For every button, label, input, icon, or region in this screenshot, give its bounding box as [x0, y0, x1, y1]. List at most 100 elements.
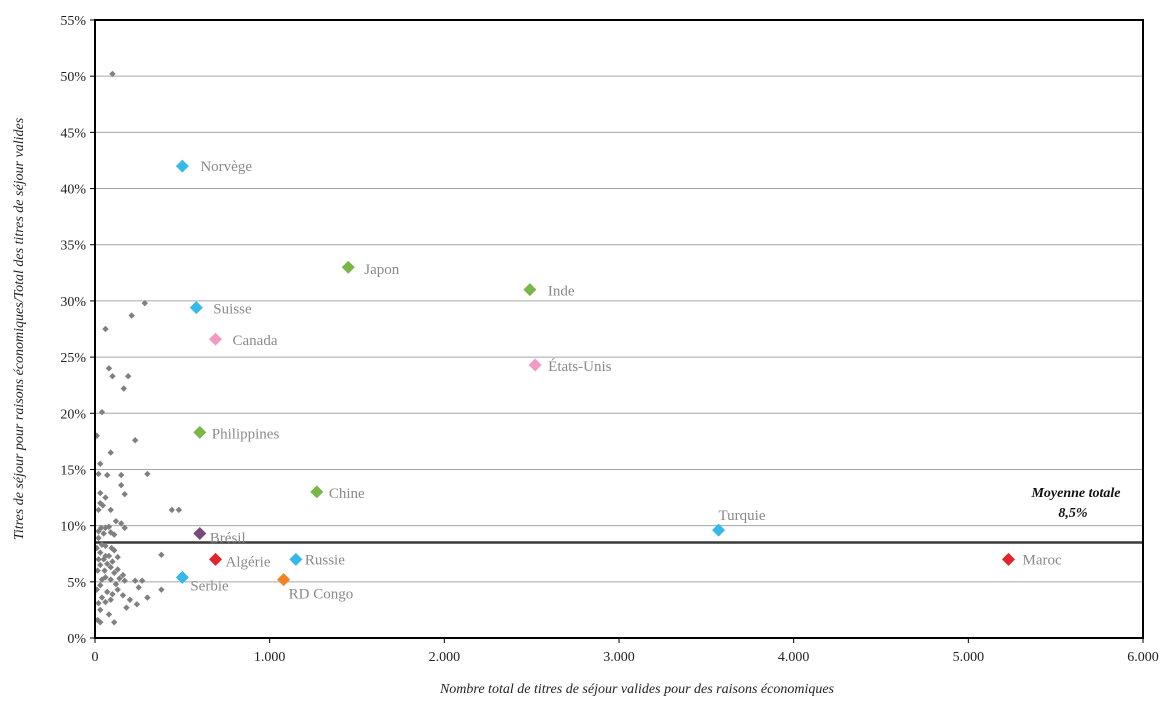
data-point	[101, 567, 108, 574]
data-point	[111, 531, 118, 538]
data-point	[104, 560, 111, 568]
data-point	[116, 575, 123, 582]
data-point-russie	[289, 552, 303, 566]
data-point	[97, 524, 105, 532]
y-tick-label: 50%	[60, 70, 86, 85]
data-point-maroc	[1002, 552, 1016, 566]
data-point	[123, 604, 130, 611]
data-point	[118, 481, 125, 489]
data-point	[114, 553, 121, 561]
data-point	[119, 592, 127, 599]
data-point-philippines	[193, 425, 207, 439]
average-line-group: Moyenne totale 8,5%	[95, 486, 1143, 544]
data-point	[102, 552, 109, 560]
y-tick-label: 35%	[60, 239, 86, 254]
data-point	[175, 506, 183, 514]
data-point-bresil	[193, 527, 207, 541]
data-point-norvege	[175, 159, 189, 173]
data-point	[95, 534, 102, 542]
data-point	[97, 619, 104, 626]
data-point	[118, 520, 125, 527]
data-point	[107, 449, 114, 456]
y-tick-label: 40%	[60, 183, 86, 198]
data-point	[124, 372, 132, 380]
data-point	[105, 365, 113, 372]
data-point	[144, 594, 151, 601]
data-point	[107, 596, 114, 603]
point-label-rd-congo: RD Congo	[289, 587, 354, 603]
data-point	[131, 577, 139, 584]
y-tick-label: 45%	[60, 126, 86, 141]
y-tick-label: 15%	[60, 463, 86, 478]
data-point	[126, 596, 134, 603]
data-point	[94, 616, 101, 624]
gridlines	[95, 75, 1143, 583]
x-tick-label: 6.000	[1127, 650, 1159, 665]
data-point-canada	[209, 332, 223, 346]
y-tick-label: 5%	[67, 576, 86, 591]
y-tick-label: 30%	[60, 295, 86, 310]
data-point	[95, 470, 102, 478]
data-point-chine	[310, 485, 324, 499]
data-point	[109, 590, 116, 598]
data-point	[118, 471, 125, 479]
point-label-bresil: Brésil	[210, 531, 246, 547]
data-point	[114, 586, 121, 593]
data-point	[109, 70, 116, 78]
data-point	[102, 574, 109, 581]
data-point	[98, 541, 106, 548]
data-point	[94, 567, 101, 574]
data-point-turquie	[712, 523, 726, 537]
data-point	[107, 576, 114, 583]
data-point	[105, 523, 113, 530]
data-point	[102, 494, 109, 501]
y-axis-title: Titres de séjour pour raisons économique…	[12, 117, 27, 540]
data-point	[104, 588, 111, 596]
data-point	[100, 530, 107, 537]
y-tick-label: 55%	[60, 14, 86, 29]
data-point-algerie	[209, 552, 223, 566]
data-point	[105, 611, 113, 618]
point-label-russie: Russie	[305, 552, 345, 568]
x-tick-label: 2.000	[429, 650, 461, 665]
point-label-norvege: Norvège	[200, 159, 252, 175]
x-tick-label: 1.000	[254, 650, 286, 665]
data-point	[107, 564, 114, 571]
data-point	[102, 542, 109, 550]
data-point	[119, 571, 127, 579]
x-tick-label: 5.000	[953, 650, 985, 665]
data-point	[133, 601, 141, 608]
data-point	[99, 502, 107, 509]
data-point	[112, 517, 120, 525]
data-point	[108, 544, 115, 552]
x-tick-label: 3.000	[603, 650, 635, 665]
data-point	[144, 470, 151, 478]
y-axis-ticks: 0% 5% 10% 15% 20% 25% 30% 35% 40% 45% 50% 55%	[60, 14, 95, 647]
data-point	[97, 499, 104, 507]
data-point	[102, 598, 109, 606]
data-point	[114, 566, 121, 573]
data-point	[111, 619, 118, 626]
point-label-chine: Chine	[329, 486, 365, 502]
plot-area-frame	[94, 19, 1144, 639]
point-label-japon: Japon	[364, 262, 399, 278]
average-label-line2: 8,5%	[1058, 506, 1087, 521]
data-point	[141, 299, 148, 307]
data-point	[121, 490, 128, 498]
data-point	[112, 580, 120, 588]
y-tick-label: 20%	[60, 407, 86, 422]
data-point	[158, 551, 165, 559]
point-label-serbie: Serbie	[190, 578, 229, 594]
data-point	[105, 552, 113, 560]
point-label-suisse: Suisse	[213, 302, 252, 318]
data-point	[135, 584, 142, 591]
data-point	[121, 577, 128, 584]
data-point	[97, 561, 104, 569]
x-tick-label: 4.000	[778, 650, 810, 665]
data-points	[93, 70, 1016, 626]
y-tick-label: 25%	[60, 351, 86, 366]
average-label-line1: Moyenne totale	[1030, 486, 1120, 501]
y-tick-label: 0%	[67, 632, 86, 647]
data-point	[168, 506, 176, 514]
